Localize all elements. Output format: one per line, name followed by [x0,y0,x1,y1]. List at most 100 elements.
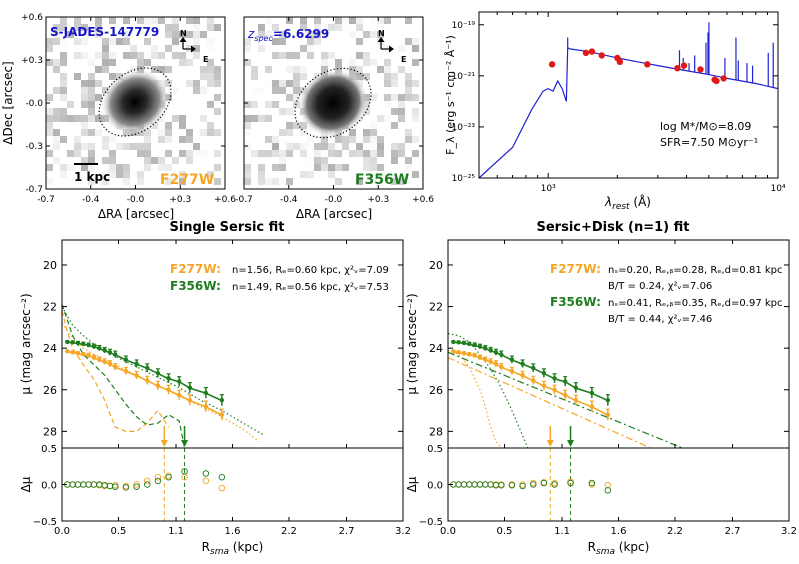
noise-pixel [151,157,158,164]
data-point [563,392,568,398]
noise-pixel [207,59,214,66]
noise-pixel [60,87,67,94]
noise-pixel [258,164,265,171]
residual-point [508,481,516,489]
noise-pixel [109,136,116,143]
noise-pixel [405,171,412,178]
noise-pixel [144,164,151,171]
ylabel-dec: ΔDec [arcsec] [1,61,15,144]
noise-pixels-1 [46,17,221,185]
noise-pixel [405,94,412,101]
compass-1: N E [179,29,208,64]
residual-point [218,473,226,481]
noise-pixel [405,80,412,87]
noise-pixel [95,178,102,185]
radius-arrowhead-icon [160,440,168,447]
sed-photometry-point [588,48,596,55]
noise-pixel [300,52,307,59]
data-point [488,348,493,353]
data-point [493,361,499,366]
noise-pixel [165,31,172,38]
data-point [134,361,139,366]
xlabel-ra-1: ΔRA [arcsec] [98,207,174,221]
data-point [477,344,483,349]
noise-pixel [165,164,172,171]
sed-y-tick-label: 10⁻¹⁹ [452,21,476,31]
noise-pixel [265,150,272,157]
noise-pixel [370,17,377,24]
residual-point [471,481,478,488]
noise-pixel [293,122,300,129]
noise-pixel [335,17,342,24]
data-point [65,349,70,354]
noise-pixel [60,59,67,66]
profile-ylabel: μ (mag arcsec⁻²) [19,293,33,394]
noise-pixel [60,136,67,143]
data-point [203,390,209,396]
y-tick-label: 24 [429,342,443,355]
noise-pixel [328,24,335,31]
data-point [541,370,547,376]
noise-pixel [370,136,377,143]
band-label-1: F277W [160,172,214,188]
noise-pixel [137,59,144,66]
noise-pixel [328,52,335,59]
resid-y-tick-label: −0.5 [33,517,57,528]
y-tick-label: 26 [43,384,57,397]
noise-pixel [384,73,391,80]
data-point [97,345,102,351]
noise-pixel [293,115,300,122]
noise-pixel [405,136,412,143]
compass-north-label: N [180,29,187,38]
noise-pixel [349,129,356,136]
x-tick-label: 0.5 [497,526,513,537]
noise-pixel [81,101,88,108]
noise-pixel [53,136,60,143]
data-point [509,368,515,374]
noise-pixel [214,129,221,136]
sed-y-tick-label: 10⁻²³ [452,123,476,133]
noise-pixel [391,108,398,115]
noise-pixel [95,115,102,122]
noise-pixel [405,17,412,24]
noise-pixel [60,17,67,24]
noise-pixel [46,115,53,122]
data-point [483,345,488,351]
residual-point [567,479,574,487]
noise-pixel [377,143,384,150]
profile-xlabel: Rsma (kpc) [202,540,264,557]
galaxy-image-f356w [297,68,369,138]
noise-pixel [244,129,251,136]
noise-pixel [60,52,67,59]
data-point [81,341,86,347]
noise-pixel [46,108,53,115]
noise-pixel [293,87,300,94]
noise-pixel [384,115,391,122]
residual-point [80,481,87,488]
xlabel-ra-2: ΔRA [arcsec] [296,207,372,221]
noise-pixel [46,150,53,157]
noise-pixel [60,94,67,101]
x-tick-label: 0.5 [111,526,127,537]
xlabel-unit: (kpc) [229,540,263,554]
profile-panel-disk: Sersic+Disk (n=1) fit 0.0 0.5 1.1 1.6 2.2 2.7… [405,220,797,557]
noise-pixel [214,150,221,157]
noise-pixel [398,150,405,157]
sed-panel: 10³ 10⁴ 10⁻¹⁹ 10⁻²¹ 10⁻²³ 10⁻²⁵ log M*/M⊙=8.0… [444,11,786,212]
noise-pixel [144,129,151,136]
noise-pixel [60,73,67,80]
compass-east-label: E [203,55,208,64]
noise-pixel [46,178,53,185]
noise-pixel [214,108,221,115]
noise-pixel [279,164,286,171]
noise-pixel [412,94,419,101]
sed-photometry-point [674,64,681,72]
object-name: S-JADES-147779 [50,25,159,39]
noise-pixel [88,73,95,80]
noise-pixel [186,157,193,164]
noise-pixel [74,38,81,45]
noise-pixel [314,143,321,150]
noise-pixel [123,31,130,38]
noise-pixel [193,150,200,157]
noise-pixel [179,178,186,185]
